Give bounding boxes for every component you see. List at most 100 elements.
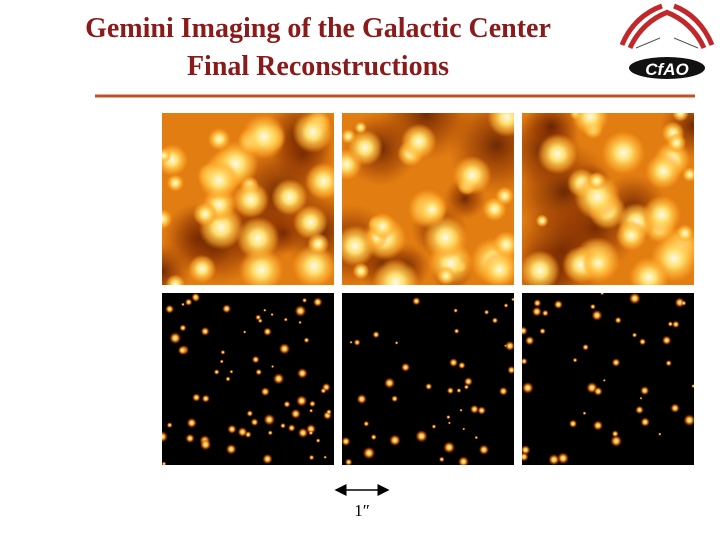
star	[511, 297, 514, 302]
star	[600, 293, 605, 296]
star	[309, 408, 314, 413]
star	[537, 133, 578, 175]
star	[522, 326, 528, 336]
star	[225, 376, 231, 382]
star	[491, 317, 499, 324]
star	[666, 132, 687, 153]
star	[670, 403, 680, 414]
star	[293, 204, 328, 240]
star	[162, 143, 189, 177]
star	[423, 215, 468, 260]
star	[308, 400, 316, 408]
star	[614, 316, 622, 324]
star	[307, 232, 330, 255]
star	[675, 224, 694, 243]
star	[292, 244, 334, 285]
star	[185, 433, 195, 444]
panel-background	[342, 293, 514, 465]
image-panel	[342, 293, 514, 465]
star	[452, 155, 492, 195]
star	[166, 174, 185, 192]
star	[601, 130, 646, 175]
star	[425, 382, 433, 391]
star	[400, 123, 437, 160]
star	[481, 251, 514, 285]
star	[263, 413, 276, 426]
star	[503, 303, 509, 308]
star	[166, 422, 173, 429]
star	[582, 246, 615, 280]
star	[640, 417, 651, 427]
star	[487, 113, 514, 138]
star	[498, 386, 508, 396]
star	[592, 420, 604, 431]
star	[342, 436, 351, 447]
star	[412, 296, 421, 306]
star	[198, 160, 240, 201]
star	[394, 341, 399, 345]
star	[474, 435, 479, 440]
star	[164, 304, 175, 314]
star	[522, 357, 528, 365]
star	[667, 321, 674, 327]
star	[257, 318, 263, 324]
star	[181, 302, 185, 307]
star	[572, 357, 578, 363]
star	[225, 443, 237, 455]
image-panel	[162, 113, 334, 285]
star	[162, 430, 169, 443]
star	[213, 368, 220, 375]
star	[296, 367, 308, 379]
star	[477, 406, 487, 415]
star	[191, 393, 201, 402]
title-line: Gemini Imaging of the Galactic Center	[85, 13, 551, 44]
star	[342, 225, 376, 267]
star	[459, 408, 463, 412]
logo-text: CfAO	[645, 60, 688, 79]
star	[683, 413, 694, 427]
star	[229, 369, 234, 374]
star	[287, 424, 296, 432]
star	[292, 113, 334, 153]
star	[645, 152, 682, 190]
star	[270, 364, 275, 369]
image-panel	[162, 293, 334, 465]
star	[187, 254, 217, 284]
star	[642, 195, 682, 235]
star	[661, 335, 672, 346]
star	[297, 427, 309, 439]
star	[400, 362, 411, 373]
star	[447, 421, 451, 425]
star	[323, 455, 327, 460]
star	[446, 386, 455, 395]
star	[635, 405, 644, 415]
star	[593, 386, 603, 397]
star	[271, 178, 308, 216]
star	[615, 219, 647, 252]
star	[295, 395, 308, 407]
star	[320, 387, 327, 394]
star	[453, 308, 459, 313]
star	[457, 455, 470, 465]
star	[507, 365, 514, 375]
star	[241, 114, 287, 160]
star	[368, 212, 397, 241]
star	[574, 173, 621, 221]
star	[453, 328, 460, 334]
star	[539, 327, 546, 335]
star	[458, 361, 466, 370]
star	[589, 303, 596, 310]
star	[442, 441, 456, 454]
title-line: Final Reconstructions	[187, 51, 449, 82]
star	[186, 417, 197, 429]
image-panel	[522, 293, 694, 465]
star	[220, 349, 226, 355]
star	[415, 429, 428, 443]
image-panel	[342, 113, 514, 285]
star	[260, 386, 270, 397]
logo: CfAO	[619, 3, 715, 79]
star	[463, 376, 473, 387]
star	[628, 257, 670, 285]
star	[611, 358, 621, 367]
